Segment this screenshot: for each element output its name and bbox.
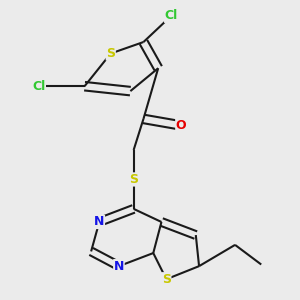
Text: S: S [106,47,115,60]
Text: Cl: Cl [32,80,45,93]
Text: S: S [162,273,171,286]
Text: N: N [94,215,104,229]
Text: S: S [129,173,138,186]
Text: Cl: Cl [165,9,178,22]
Text: O: O [176,119,186,132]
Text: N: N [114,260,124,273]
